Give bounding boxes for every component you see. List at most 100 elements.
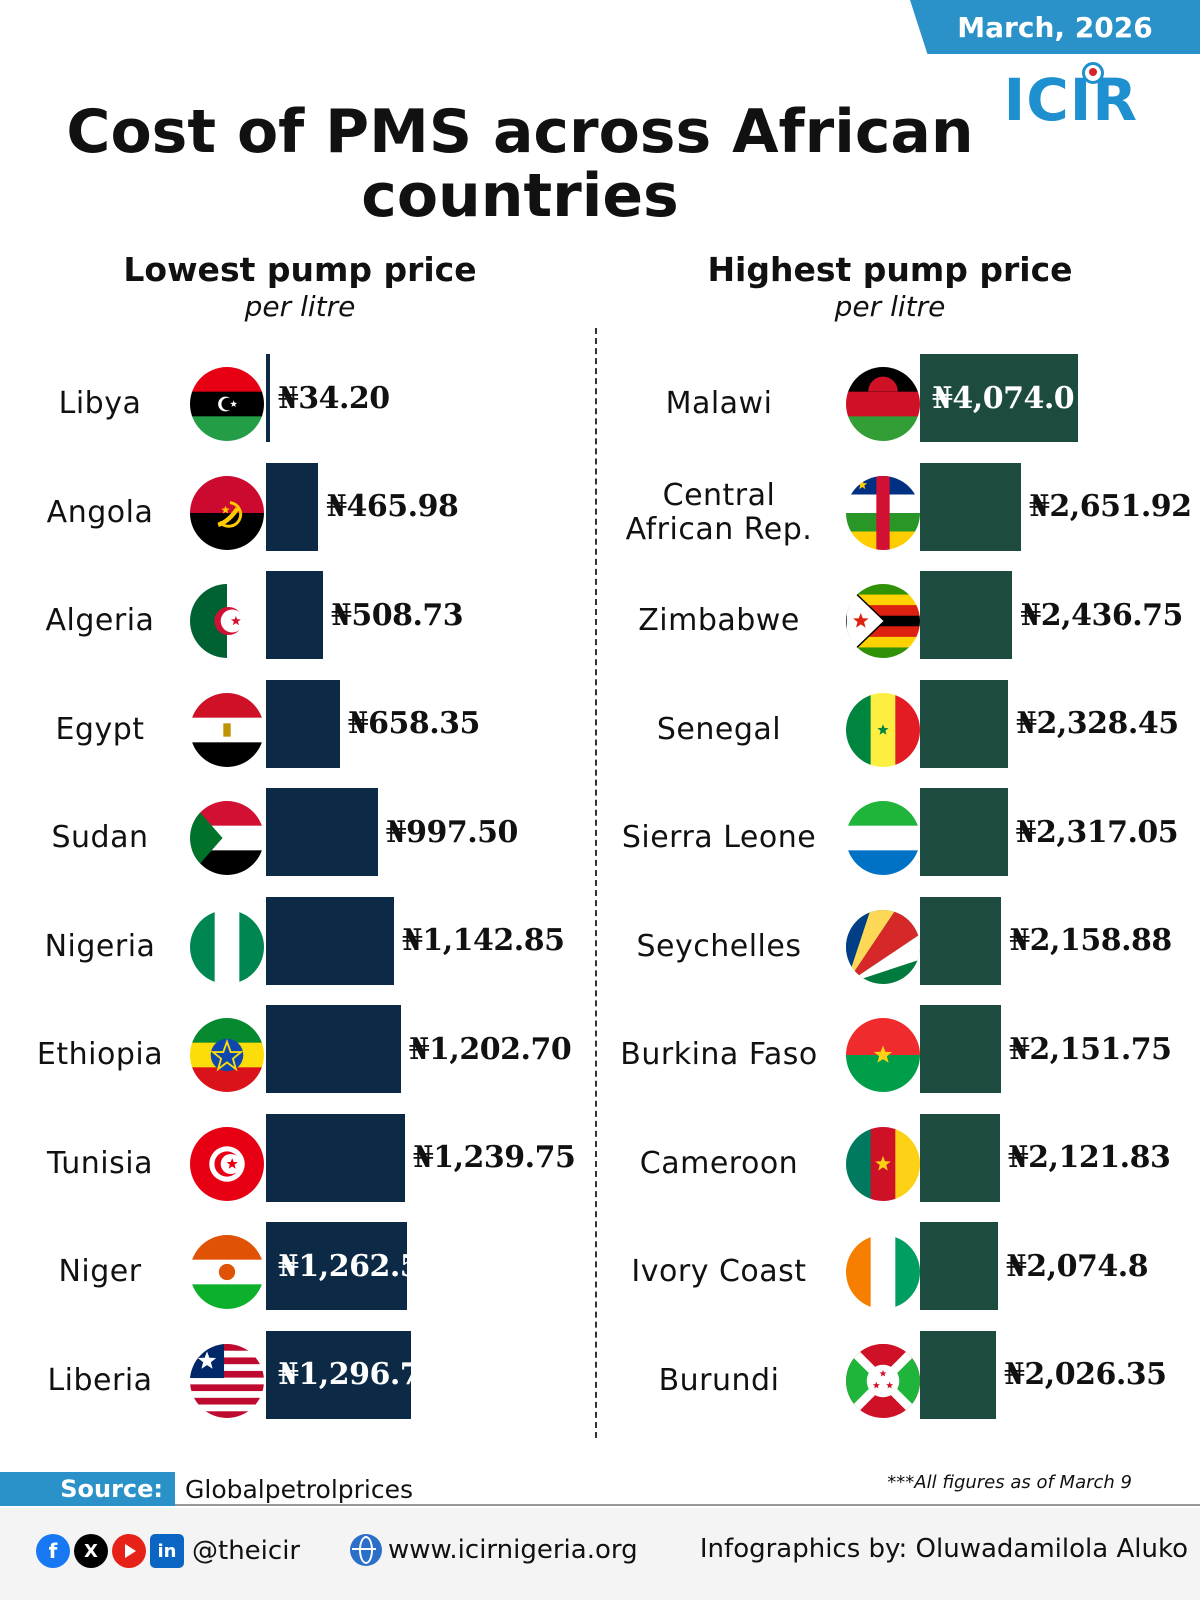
globe-icon — [1081, 62, 1104, 84]
value-label: ₦2,026.35 — [1004, 1357, 1167, 1392]
bar — [920, 571, 1013, 659]
burundi-flag — [846, 1343, 920, 1418]
value-label: ₦2,158.88 — [1009, 923, 1172, 958]
bar-row: Ethiopia ₦1,202.70 — [0, 1001, 595, 1109]
value-label: ₦2,651.92 — [1029, 489, 1192, 524]
country-label: Seychelles — [636, 928, 802, 964]
website-text: www.icirnigeria.org — [388, 1535, 638, 1565]
bar-row: Angola ₦465.98 — [0, 459, 595, 567]
bar-row: Senegal ₦2,328.45 — [598, 676, 1200, 784]
lowest-price-subtitle: per litre — [244, 290, 356, 323]
bar-row: Niger ₦1,262.55 — [0, 1218, 595, 1326]
source-text: Globalpetrolprices — [185, 1474, 414, 1504]
nigeria-flag — [190, 909, 264, 984]
country-label: Tunisia — [47, 1145, 153, 1181]
date-badge: March, 2026 — [910, 0, 1200, 54]
logo-text: ICIR — [1003, 66, 1138, 134]
liberia-flag — [190, 1343, 264, 1418]
malawi-flag — [846, 367, 920, 441]
bar — [266, 1113, 405, 1202]
sierra-leone-flag — [846, 801, 920, 875]
value-label: ₦2,074.8 — [1005, 1248, 1149, 1284]
bar — [266, 788, 378, 876]
bar-row: Burkina Faso ₦2,151.75 — [598, 1001, 1200, 1109]
bar — [920, 354, 1078, 442]
value-label: ₦1,239.75 — [412, 1140, 576, 1175]
value-label: ₦658.35 — [347, 706, 481, 741]
bar-row: Libya ₦34.20 — [0, 350, 595, 458]
bar — [920, 1005, 1002, 1093]
sudan-flag — [190, 801, 264, 875]
niger-flag — [190, 1235, 264, 1309]
footer: f X in @theicir www.icirnigeria.org Info… — [0, 1508, 1200, 1600]
title-line-1: Cost of PMS across African — [66, 97, 974, 167]
bar-row: Ivory Coast ₦2,074.8 — [598, 1218, 1200, 1326]
angola-flag — [190, 475, 264, 550]
cameroon-flag — [846, 1126, 920, 1201]
youtube-icon[interactable] — [112, 1534, 146, 1568]
bar — [920, 896, 1002, 985]
algeria-flag — [190, 584, 264, 658]
value-label: ₦2,436.75 — [1020, 597, 1183, 633]
bar-row: Egypt ₦658.35 — [0, 676, 595, 784]
country-label: Sudan — [51, 820, 149, 855]
bar-row: Burundi ₦2,026.35 — [598, 1327, 1200, 1435]
highest-price-subtitle: per litre — [834, 290, 946, 323]
country-label: Angola — [46, 494, 154, 530]
website-link[interactable]: www.icirnigeria.org — [350, 1534, 638, 1566]
bar-row: Cameroon ₦2,121.83 — [598, 1110, 1200, 1218]
bar-row: Liberia ₦1,296.75 — [0, 1327, 595, 1435]
x-icon[interactable]: X — [74, 1534, 108, 1568]
figures-note: ***All figures as of March 9 — [887, 1472, 1132, 1493]
source-bar: Source: Globalpetrolprices — [0, 1472, 1200, 1506]
credit-text: Infographics by: Oluwadamilola Aluko — [699, 1534, 1188, 1564]
bar-row: Tunisia ₦1,239.75 — [0, 1110, 595, 1218]
bar-row: Zimbabwe ₦2,436.75 — [598, 567, 1200, 675]
value-label: ₦2,121.83 — [1007, 1140, 1171, 1175]
value-label: ₦508.73 — [330, 597, 464, 633]
bar-row: Seychelles ₦2,158.88 — [598, 893, 1200, 1001]
bar — [920, 788, 1008, 876]
linkedin-icon[interactable]: in — [150, 1534, 184, 1568]
facebook-icon[interactable]: f — [36, 1534, 70, 1568]
country-label: Egypt — [55, 711, 145, 747]
bar-row: Nigeria ₦1,142.85 — [0, 893, 595, 1001]
bar-row: Sierra Leone ₦2,317.05 — [598, 784, 1200, 892]
lowest-price-heading: Lowest pump price per litre — [40, 250, 560, 324]
egypt-flag — [190, 692, 264, 767]
social-handle[interactable]: @theicir — [192, 1536, 301, 1566]
bar — [920, 679, 1009, 768]
country-label: Malawi — [665, 386, 773, 421]
central-african-rep-flag — [846, 475, 920, 550]
value-label: ₦997.50 — [385, 814, 519, 850]
value-label: ₦465.98 — [326, 489, 459, 524]
country-label: Algeria — [45, 603, 155, 638]
ethiopia-flag — [190, 1018, 264, 1092]
bar-row: Sudan ₦997.50 — [0, 784, 595, 892]
bar-row: Algeria ₦508.73 — [0, 567, 595, 675]
bar — [266, 571, 323, 659]
value-label: ₦1,202.70 — [408, 1031, 572, 1067]
bar — [920, 1330, 996, 1419]
country-label: Central African Rep. — [625, 477, 813, 547]
bar — [920, 462, 1022, 551]
value-label: ₦1,262.55 — [278, 1248, 441, 1284]
country-label: Senegal — [656, 711, 782, 747]
country-label: Ethiopia — [36, 1037, 164, 1072]
seychelles-flag — [846, 909, 920, 984]
bar-row: Central African Rep. ₦2,651.92 — [598, 459, 1200, 567]
value-label: ₦1,296.75 — [278, 1357, 441, 1392]
bar-row: Malawi ₦4,074.0 — [598, 350, 1200, 458]
country-label: Liberia — [47, 1362, 153, 1398]
bar — [266, 1005, 401, 1093]
burkina-faso-flag — [846, 1018, 920, 1092]
value-label: ₦34.20 — [277, 380, 390, 416]
column-divider — [595, 328, 597, 1438]
country-label: Zimbabwe — [638, 603, 800, 638]
page-title: Cost of PMS across African countries — [40, 100, 1000, 228]
country-label: Ivory Coast — [631, 1254, 807, 1289]
highest-price-heading: Highest pump price per litre — [630, 250, 1150, 324]
website-globe-icon — [350, 1534, 382, 1566]
bar — [266, 1330, 412, 1419]
zimbabwe-flag — [846, 584, 920, 658]
